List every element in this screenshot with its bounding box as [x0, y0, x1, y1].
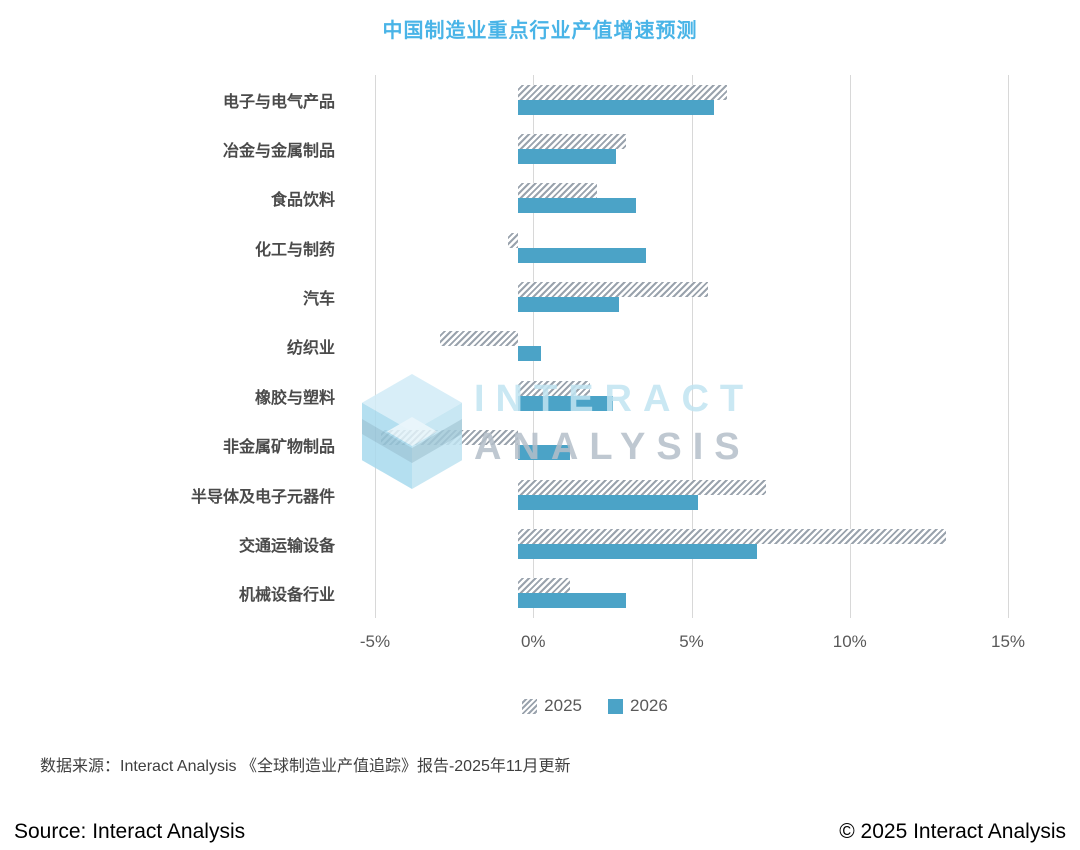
bar-2025-7: [381, 430, 519, 446]
legend-label-2026: 2026: [630, 696, 668, 715]
bar-2025-2: [518, 183, 597, 199]
legend-swatch-2025-icon: [522, 698, 538, 714]
category-label: 冶金与金属制品: [222, 143, 335, 161]
bar-2026-2: [518, 198, 636, 214]
bar-zone: [355, 322, 1008, 371]
bar-row: 纺织业: [20, 322, 1008, 371]
bar-row: 电子与电气产品: [20, 75, 1008, 124]
bar-rows: 电子与电气产品 冶金与金属制品食品饮料化工与制药汽车纺织业橡胶与塑料非金属矿物制品…: [20, 75, 1008, 618]
bar-2025-6: [518, 380, 591, 396]
gridline: [849, 75, 851, 618]
bar-2025-5: [439, 331, 519, 347]
x-tick-label: 15%: [990, 632, 1026, 651]
bar-2025-10: [518, 578, 571, 594]
category-label: 交通运输设备: [238, 537, 335, 555]
bar-2026-4: [518, 297, 620, 313]
legend-item-2026: 2026: [608, 696, 668, 716]
category-label: 汽车: [302, 291, 335, 309]
bar-2025-1: [518, 134, 626, 150]
chart-title: 中国制造业重点行业产值增速预测: [382, 20, 698, 42]
x-axis: -5% 0% 5% 10% 15%: [360, 632, 1025, 656]
bar-zone: [355, 519, 1008, 568]
category-label: 橡胶与塑料: [254, 389, 335, 407]
bar-2026-5: [518, 346, 542, 362]
bar-2026-1: [518, 149, 617, 165]
bar-2026-3: [518, 247, 646, 263]
bar-row: 冶金与金属制品: [20, 124, 1008, 173]
bar-zone: [355, 223, 1008, 272]
data-source-note: 数据来源：Interact Analysis 《全球制造业产值追踪》报告-202…: [40, 758, 571, 775]
bar-row: 机械设备行业: [20, 569, 1008, 618]
bar-2026-6: [518, 395, 613, 411]
bar-2026-0: [518, 99, 715, 115]
category-label: 化工与制药: [254, 241, 335, 259]
legend-item-2025: 2025: [522, 696, 582, 716]
bar-2025-4: [518, 282, 708, 298]
category-label: 纺织业: [286, 340, 335, 358]
footer-copyright: © 2025 Interact Analysis: [839, 820, 1066, 843]
bar-2025-3: [508, 232, 519, 248]
gridline: [375, 75, 376, 618]
gridline: [1008, 75, 1009, 618]
legend-swatch-2026-icon: [608, 698, 623, 714]
category-label: 电子与电气产品: [222, 93, 335, 111]
bar-2026-10: [518, 593, 626, 609]
category-label: 食品饮料: [270, 192, 335, 210]
bar-zone: [355, 124, 1008, 173]
bar-zone: [355, 75, 1008, 124]
bar-zone: [355, 470, 1008, 519]
bar-zone: [355, 174, 1008, 223]
bar-row: 食品饮料: [20, 174, 1008, 223]
legend: 2025 2026: [55, 696, 1080, 716]
bar-zone: [355, 272, 1008, 321]
bar-zone: [355, 569, 1008, 618]
bar-2026-8: [518, 494, 698, 510]
category-label: 机械设备行业: [238, 587, 335, 605]
x-tick-label: 5%: [679, 632, 704, 651]
bar-row: 橡胶与塑料: [20, 371, 1008, 420]
bar-row: 交通运输设备: [20, 519, 1008, 568]
bar-2025-8: [518, 479, 767, 495]
bar-2026-9: [518, 543, 757, 559]
bar-row: 汽车: [20, 272, 1008, 321]
bar-2025-0: [518, 84, 728, 100]
bar-zone: [355, 421, 1008, 470]
x-tick-label: 10%: [832, 632, 867, 651]
bar-zone: [355, 371, 1008, 420]
bar-row: 半导体及电子元器件: [20, 470, 1008, 519]
gridline: [691, 75, 693, 618]
legend-label-2025: 2025: [544, 696, 582, 715]
category-label: 半导体及电子元器件: [190, 488, 335, 506]
x-tick-label: 0%: [520, 632, 546, 651]
footer-source: Source: Interact Analysis: [14, 820, 246, 843]
bar-row: 非金属矿物制品: [20, 421, 1008, 470]
bar-2025-9: [518, 528, 946, 544]
category-label: 非金属矿物制品: [222, 439, 335, 457]
bar-2026-7: [518, 445, 571, 461]
bar-row: 化工与制药: [20, 223, 1008, 272]
x-tick-label: -5%: [359, 632, 391, 651]
